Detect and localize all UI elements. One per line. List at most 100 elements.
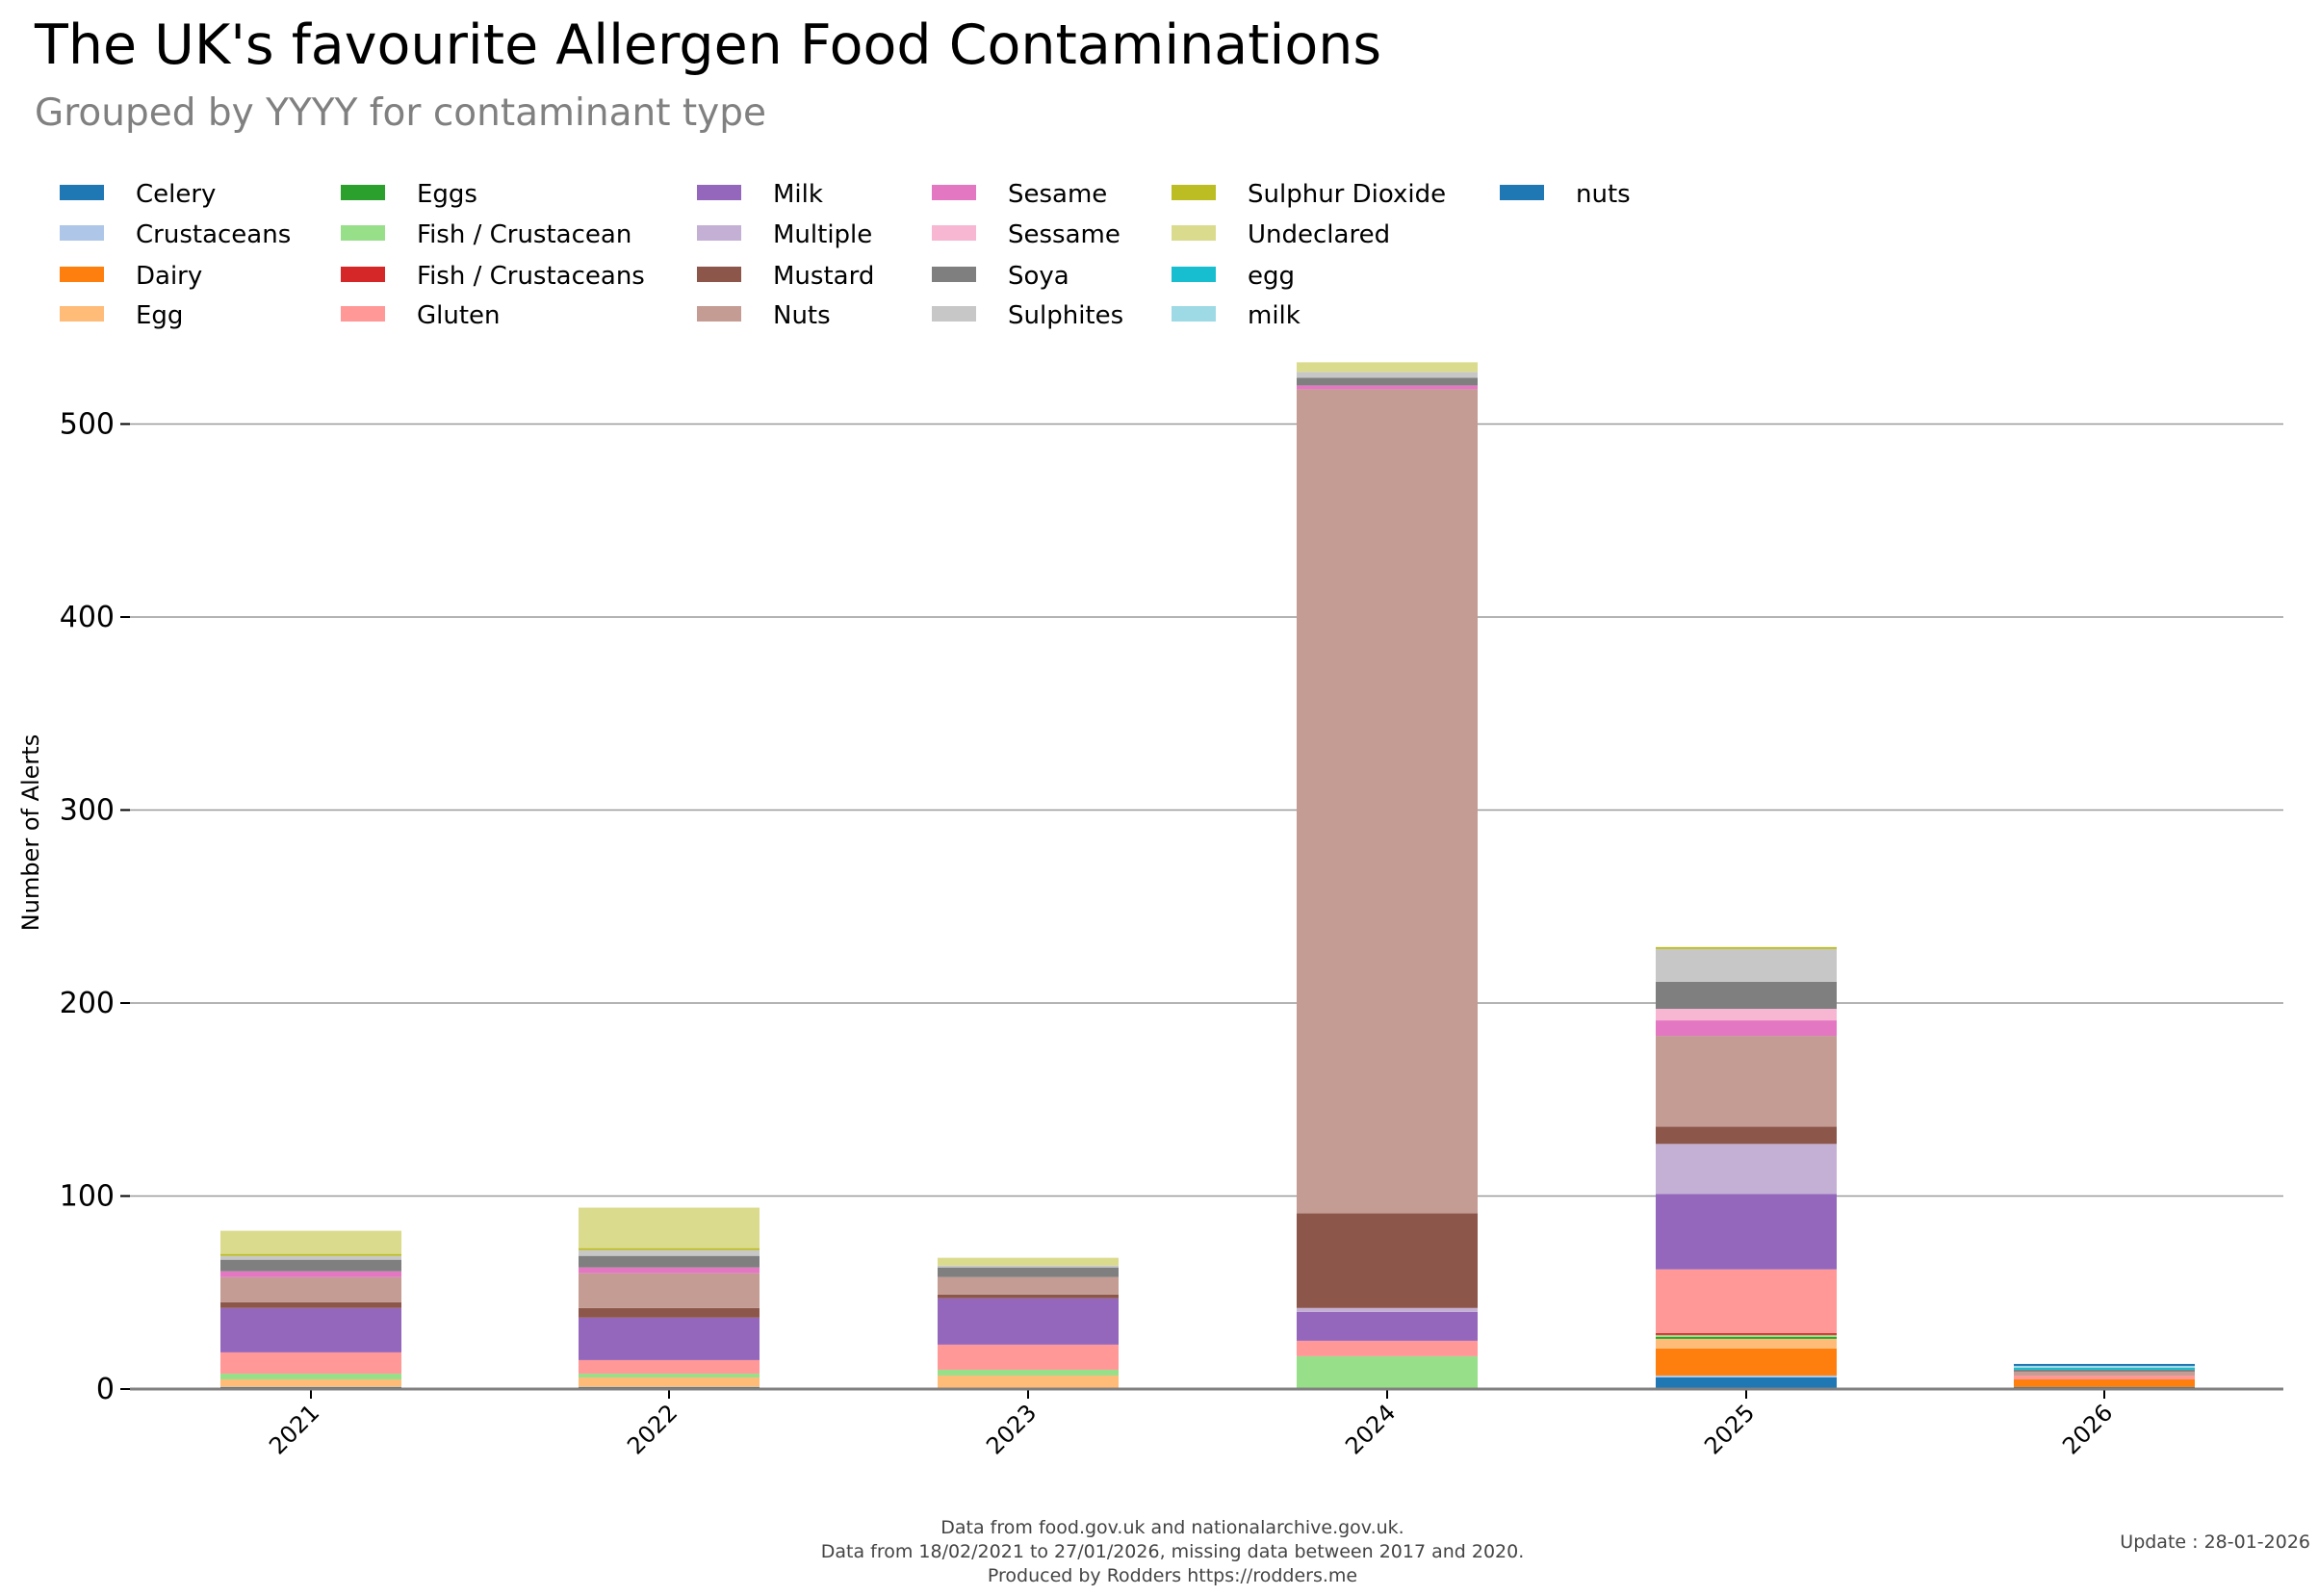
legend-swatch (60, 225, 104, 241)
bar-segment-sesame-2021 (220, 1271, 401, 1277)
bar-segment-mustard-2024 (1297, 1213, 1478, 1308)
legend-item: Fish / Crustacean (341, 220, 631, 249)
y-tick-label: 400 (60, 601, 115, 634)
legend-swatch (1500, 185, 1544, 200)
legend-label: Dairy (136, 262, 202, 291)
legend-item: Sessame (932, 220, 1120, 249)
bar-segment-milk-2025 (1656, 1194, 1837, 1270)
bar-segment-nuts-2026 (2014, 1371, 2195, 1376)
bar-segment-soya-2025 (1656, 981, 1837, 1010)
legend-item: Crustaceans (60, 220, 291, 249)
bar-segment-undeclared-2022 (579, 1207, 760, 1248)
y-tick-label: 500 (60, 408, 115, 442)
legend-label: Multiple (773, 220, 872, 249)
bar-segment-soya-2023 (938, 1267, 1119, 1277)
legend-item: Multiple (697, 220, 872, 249)
bar-segment-soya-2026 (2014, 1369, 2195, 1372)
bar-segment-undeclared-2024 (1297, 362, 1478, 373)
legend-label: Eggs (417, 180, 477, 209)
bar-segment-dairy-2025 (1656, 1348, 1837, 1376)
bar-segment-nuts-2025 (1656, 1036, 1837, 1127)
bar-segment-gluten-2022 (579, 1359, 760, 1374)
bar-segment-fish-crustacean-2023 (938, 1369, 1119, 1376)
bar-segment-celery-2025 (1656, 1377, 1837, 1389)
legend-swatch (697, 267, 741, 282)
bar-segment-gluten-2023 (938, 1344, 1119, 1370)
bar-segment-egg-2026 (2014, 1367, 2195, 1370)
footer-line-3: Produced by Rodders https://rodders.me (988, 1565, 1357, 1586)
legend-swatch (932, 267, 976, 282)
bar-segment-milk-2024 (1297, 1311, 1478, 1341)
legend-label: Celery (136, 180, 216, 209)
bar-segment-multiple-2024 (1297, 1307, 1478, 1312)
legend-item: Sulphur Dioxide (1172, 180, 1446, 209)
legend-label: Milk (773, 180, 823, 209)
bar-segment-nuts-2021 (220, 1276, 401, 1302)
bar-segment-sulphites-2024 (1297, 372, 1478, 378)
legend-swatch (932, 185, 976, 200)
legend-item: nuts (1500, 180, 1631, 209)
bar-segment-sesame-2025 (1656, 1020, 1837, 1037)
bar-stack-2022 (579, 1207, 760, 1389)
legend-item: Mustard (697, 262, 874, 291)
bar-segment-gluten-2025 (1656, 1269, 1837, 1333)
bar-segment-sulphur-dioxide-2021 (220, 1253, 401, 1256)
bar-segment-crustaceans-2025 (1656, 1375, 1837, 1377)
legend-swatch (341, 185, 385, 200)
legend-label: Soya (1008, 262, 1069, 291)
legend-swatch (1172, 185, 1216, 200)
bar-segment-fish-crustacean-2024 (1297, 1355, 1478, 1389)
legend-item: Egg (60, 301, 183, 330)
footer-line-1: Data from food.gov.uk and nationalarchiv… (940, 1517, 1404, 1538)
legend-swatch (60, 306, 104, 322)
bar-segment-milk-2023 (938, 1298, 1119, 1345)
bar-segment-fish-crustaceans-2025 (1656, 1332, 1837, 1335)
legend-label: Sessame (1008, 220, 1120, 249)
y-tick-label: 200 (60, 987, 115, 1020)
bar-segment-egg-2021 (220, 1378, 401, 1387)
legend-swatch (1172, 225, 1216, 241)
bar-segment-mustard-2023 (938, 1294, 1119, 1299)
legend-item: Dairy (60, 262, 202, 291)
bar-segment-mustard-2022 (579, 1307, 760, 1318)
bar-segment-egg-2023 (938, 1375, 1119, 1389)
legend: Celery Crustaceans Dairy Egg Eggs Fish / Crus… (60, 180, 1631, 330)
footer-line-2: Data from 18/02/2021 to 27/01/2026, miss… (821, 1541, 1525, 1562)
bar-segment-eggs-2025 (1656, 1336, 1837, 1339)
legend-swatch (1172, 306, 1216, 322)
legend-swatch (341, 267, 385, 282)
bar-segment-gluten-2024 (1297, 1340, 1478, 1356)
bar-stack-2024 (1297, 362, 1478, 1389)
chart-subtitle: Grouped by YYYY for contaminant type (35, 91, 766, 135)
bar-segment-mustard-2025 (1656, 1126, 1837, 1145)
legend-item: milk (1172, 301, 1301, 330)
legend-swatch (341, 306, 385, 322)
legend-label: milk (1248, 301, 1301, 330)
bar-segment-soya-2021 (220, 1259, 401, 1272)
legend-swatch (1172, 267, 1216, 282)
legend-item: Sulphites (932, 301, 1123, 330)
bar-segment-egg-2022 (579, 1377, 760, 1387)
bar-segment-sesame-2022 (579, 1267, 760, 1274)
bar-segment-nuts-2026 (2014, 1363, 2195, 1366)
bar-stack-2023 (938, 1257, 1119, 1389)
x-tick-label: 2026 (2057, 1399, 2118, 1459)
legend-label: Gluten (417, 301, 501, 330)
legend-label: Fish / Crustaceans (417, 262, 645, 291)
y-tick-label: 0 (96, 1373, 115, 1406)
legend-swatch (60, 267, 104, 282)
legend-label: Sesame (1008, 180, 1107, 209)
bar-segment-sulphites-2023 (938, 1265, 1119, 1268)
bar-segment-sulphur-dioxide-2025 (1656, 946, 1837, 949)
bar-segment-sulphites-2021 (220, 1255, 401, 1260)
y-tick-label: 100 (60, 1180, 115, 1214)
bar-segment-milk-2022 (579, 1317, 760, 1360)
legend-item: Eggs (341, 180, 477, 209)
legend-label: Fish / Crustacean (417, 220, 631, 249)
legend-item: Nuts (697, 301, 831, 330)
bar-segment-egg-2025 (1656, 1338, 1837, 1349)
bar-segment-gluten-2026 (2014, 1375, 2195, 1379)
legend-item: Sesame (932, 180, 1107, 209)
x-tick-label: 2025 (1699, 1399, 1760, 1459)
